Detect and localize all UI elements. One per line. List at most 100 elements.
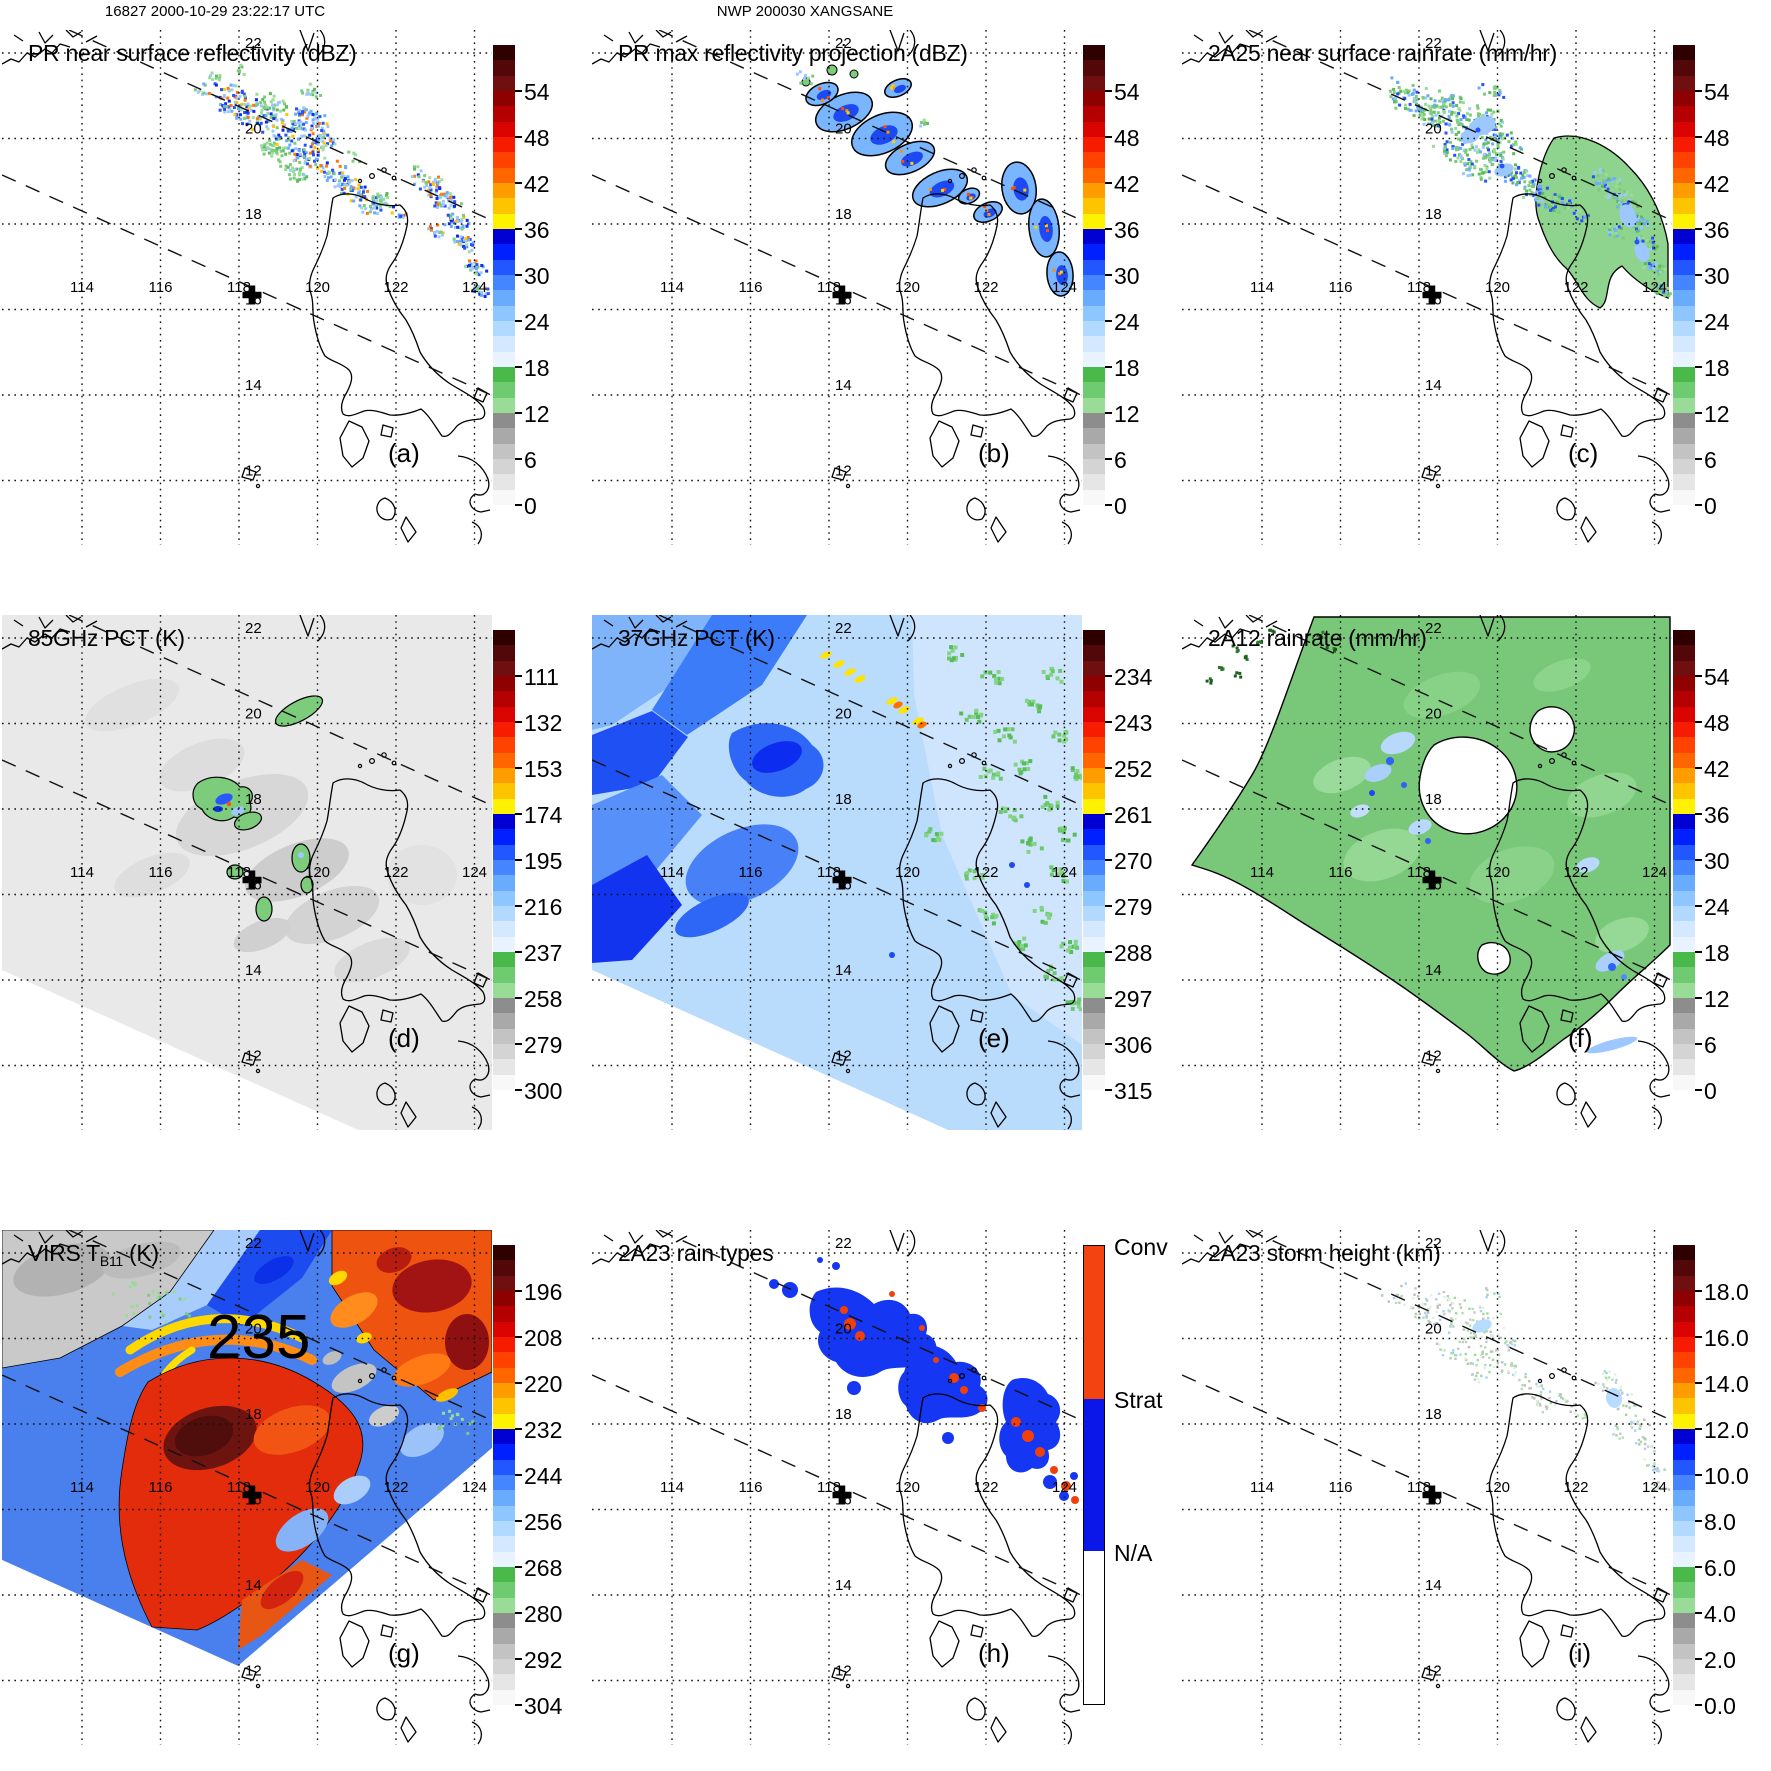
data-speckle xyxy=(311,151,315,154)
data-blob xyxy=(328,1270,348,1286)
data-blob xyxy=(1056,265,1068,285)
data-speckle xyxy=(1420,117,1424,121)
coastline xyxy=(1182,628,1251,650)
data-layer xyxy=(2,615,492,1130)
colorbar-tick xyxy=(1695,1089,1702,1091)
data-speckle xyxy=(927,829,932,834)
data-speckle xyxy=(1548,1390,1552,1393)
data-speckle xyxy=(340,187,344,191)
colorbar-tick xyxy=(1105,274,1112,276)
coastline xyxy=(1651,1106,1663,1130)
data-speckle xyxy=(1066,948,1071,953)
data-speckle xyxy=(1542,1387,1545,1391)
data-speckle xyxy=(1468,164,1472,168)
colorbar-cell xyxy=(1673,1643,1695,1659)
data-speckle xyxy=(223,107,227,111)
colorbar-tick xyxy=(1695,1336,1702,1338)
data-speckle xyxy=(1647,259,1651,263)
colorbar-cell xyxy=(1673,1013,1695,1029)
colorbar-cell xyxy=(493,706,515,722)
panel-b: 114 116 118 120 122 124 22 20 18 16 14 12 PR max re… xyxy=(590,30,1180,615)
data-speckle xyxy=(1436,1305,1439,1308)
data-speckle xyxy=(1648,1423,1651,1427)
data-speckle xyxy=(1429,1306,1432,1309)
colorbar-cell xyxy=(493,675,515,692)
data-speckle xyxy=(381,198,385,202)
data-blob xyxy=(901,151,923,167)
colorbar-tick xyxy=(1695,458,1702,460)
data-speckle xyxy=(1641,1435,1645,1439)
colorbar-tick xyxy=(515,458,522,460)
colorbar-h xyxy=(1083,1245,1105,1705)
data-speckle xyxy=(1073,775,1078,780)
data-speckle xyxy=(1500,137,1504,141)
data-speckle xyxy=(1447,109,1451,113)
data-speckle xyxy=(1013,941,1018,946)
colorbar-cell xyxy=(1673,859,1695,876)
data-speckle xyxy=(1437,119,1441,123)
colorbar-cell xyxy=(1673,228,1695,245)
data-speckle xyxy=(971,715,976,719)
data-speckle xyxy=(1483,152,1487,156)
colorbar-cell xyxy=(493,152,515,168)
data-speckle xyxy=(1451,97,1454,101)
colorbar-cell xyxy=(493,412,515,429)
colorbar-cell xyxy=(1673,752,1695,768)
data-blob xyxy=(1619,204,1637,228)
data-speckle xyxy=(316,124,320,128)
data-speckle xyxy=(1442,1310,1445,1313)
data-speckle xyxy=(1411,83,1415,87)
colorbar-label: 252 xyxy=(1114,756,1153,782)
data-speckle xyxy=(301,177,305,181)
data-speckle xyxy=(348,180,352,184)
lat-label: 22 xyxy=(835,1235,852,1252)
data-region xyxy=(912,615,1082,1045)
data-speckle xyxy=(300,134,304,138)
lon-label: 116 xyxy=(739,279,763,296)
data-speckle xyxy=(453,200,457,204)
data-speckle xyxy=(233,113,237,117)
colorbar-cell xyxy=(493,1290,515,1307)
data-blob xyxy=(1408,819,1432,835)
colorbar-cell xyxy=(1673,951,1695,968)
data-speckle xyxy=(1655,245,1659,249)
data-speckle xyxy=(315,111,319,115)
colorbar-tick xyxy=(1105,90,1112,92)
data-speckle xyxy=(187,1314,191,1318)
data-speckle xyxy=(1634,1414,1637,1417)
data-speckle xyxy=(1459,160,1463,163)
data-speckle xyxy=(1440,105,1444,109)
colorbar-cell xyxy=(1673,152,1695,168)
data-speckle xyxy=(1449,1357,1452,1360)
data-speckle xyxy=(1455,114,1459,118)
colorbar-label: 24 xyxy=(1704,894,1730,920)
data-speckle xyxy=(1448,1331,1451,1334)
data-speckle xyxy=(1625,1404,1628,1408)
coastline-islet xyxy=(391,760,397,766)
colorbar-cell xyxy=(493,844,515,860)
data-speckle xyxy=(279,164,283,168)
coastline xyxy=(1637,1655,1671,1713)
data-speckle xyxy=(1607,1376,1611,1379)
data-speckle xyxy=(317,139,321,143)
colorbar-tick xyxy=(1695,504,1702,506)
coastline-islet xyxy=(357,763,363,769)
data-speckle xyxy=(1603,1385,1606,1389)
data-speckle xyxy=(1615,1434,1618,1437)
data-speckle xyxy=(1449,1303,1452,1307)
coastline xyxy=(970,424,984,438)
data-speckle xyxy=(1046,969,1051,973)
colorbar-label: 48 xyxy=(1704,125,1730,151)
data-speckle xyxy=(1429,109,1433,112)
colorbar-label: 10.0 xyxy=(1704,1463,1749,1489)
data-speckle xyxy=(967,868,972,873)
lon-label: 116 xyxy=(739,1479,763,1496)
data-speckle xyxy=(263,100,266,104)
data-speckle xyxy=(178,1297,182,1301)
colorbar-label: 24 xyxy=(1704,309,1730,335)
data-speckle xyxy=(1460,123,1464,127)
data-speckle xyxy=(1055,804,1060,809)
data-speckle xyxy=(1059,826,1064,831)
colorbar-segment xyxy=(1084,1551,1104,1705)
data-speckle xyxy=(1511,181,1515,185)
